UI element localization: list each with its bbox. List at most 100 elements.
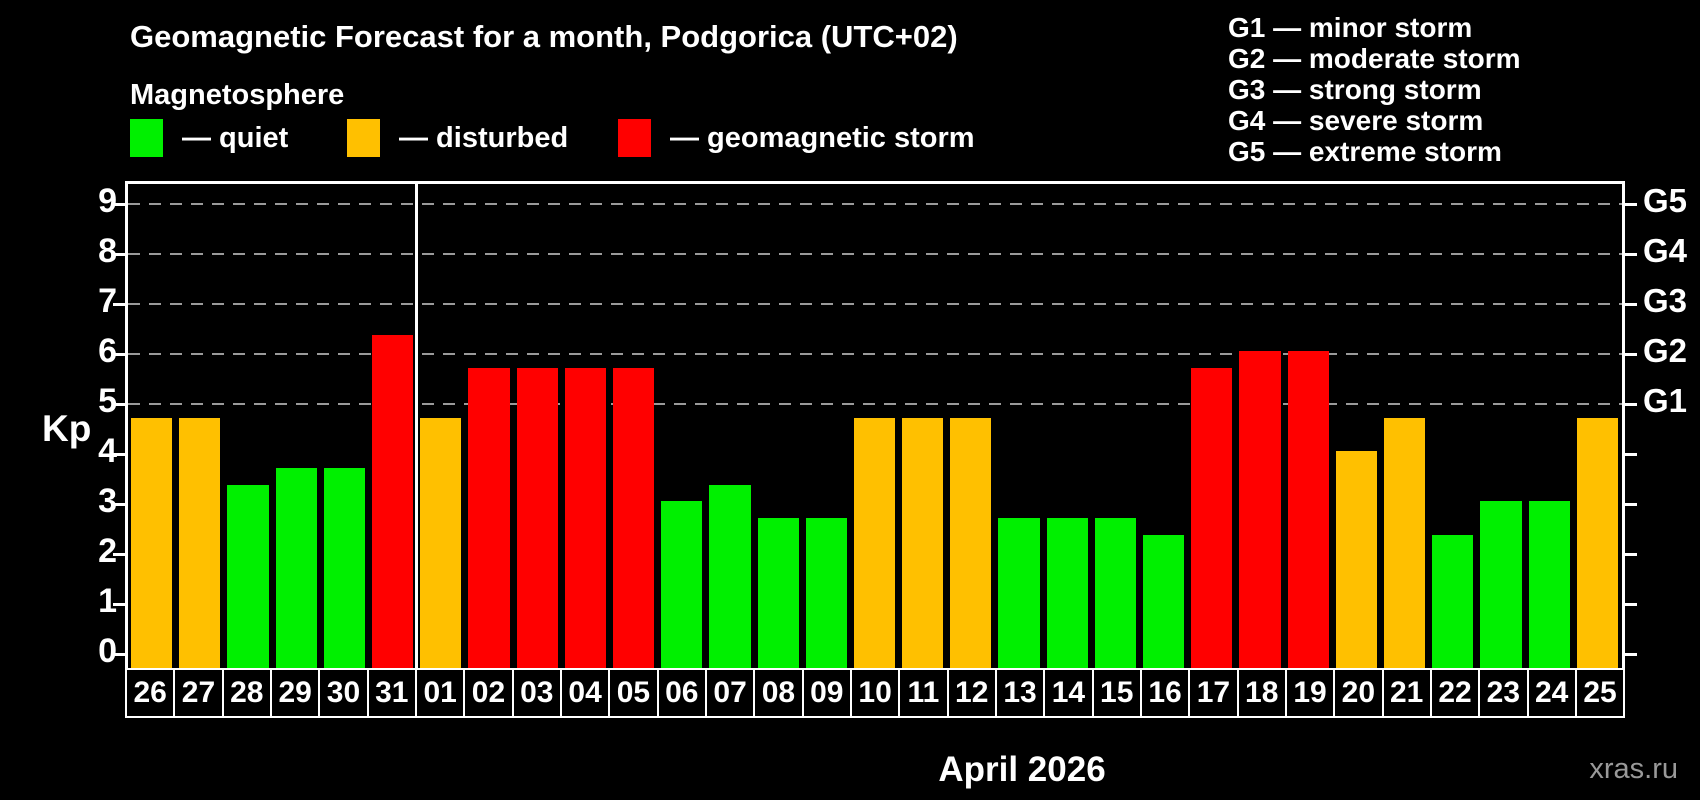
- bar-day-12: [950, 417, 992, 668]
- bar-day-03: [516, 367, 558, 668]
- bar-day-06: [661, 501, 703, 668]
- right-tick-0: [1625, 652, 1637, 656]
- bar-day-13: [998, 517, 1040, 668]
- date-label-17: 17: [1190, 670, 1239, 716]
- y-tick-label-2: 2: [98, 532, 117, 570]
- bar-day-19: [1287, 351, 1329, 668]
- x-axis-title: April 2026: [938, 750, 1106, 789]
- g2-legend-line: G2 — moderate storm: [1228, 43, 1521, 74]
- legend-item-storm: — geomagnetic storm: [618, 118, 975, 158]
- y-tick-7: [113, 302, 125, 306]
- bar-day-16: [1143, 534, 1185, 668]
- right-tick-5: [1625, 402, 1637, 406]
- storm-color-swatch: [618, 119, 651, 157]
- bar-day-20: [1335, 451, 1378, 668]
- date-label-16: 16: [1142, 670, 1191, 716]
- date-label-25: 25: [1583, 676, 1617, 709]
- bar-day-25: [1576, 417, 1618, 668]
- bar-day-29: [275, 467, 317, 668]
- bar-day-17: [1191, 367, 1233, 668]
- magnetosphere-subtitle: Magnetosphere: [130, 79, 345, 111]
- y-tick-label-4: 4: [98, 432, 117, 470]
- bar-day-28: [227, 484, 269, 668]
- gridline-kp8: [128, 253, 1622, 255]
- date-label-24: 24: [1529, 670, 1577, 716]
- bar-day-04: [564, 367, 606, 668]
- g-scale-legend: G1 — minor storm G2 — moderate storm G3 …: [1228, 12, 1521, 167]
- right-tick-6: [1625, 352, 1637, 356]
- bar-day-07: [709, 484, 751, 668]
- right-tick-4: [1625, 452, 1637, 456]
- y-tick-label-8: 8: [98, 232, 117, 270]
- y-tick-3: [113, 502, 125, 506]
- bar-day-01: [420, 417, 462, 668]
- date-label-22: 22: [1432, 670, 1481, 716]
- g1-legend-line: G1 — minor storm: [1228, 12, 1473, 43]
- date-label-11: 11: [900, 670, 949, 716]
- bar-day-05: [612, 367, 655, 668]
- gridline-kp7: [128, 303, 1622, 305]
- bar-day-23: [1480, 501, 1522, 668]
- date-label-28: 28: [224, 670, 272, 716]
- date-label-06: 06: [659, 670, 707, 716]
- y-tick-9: [113, 202, 125, 206]
- date-label-12: 12: [949, 670, 997, 716]
- y-tick-label-6: 6: [98, 332, 117, 370]
- g-label-g3: G3: [1643, 282, 1688, 319]
- gridline-kp6: [128, 353, 1622, 355]
- quiet-color-swatch: [130, 119, 163, 157]
- g-label-g4: G4: [1643, 232, 1688, 269]
- y-axis-title: Kp: [42, 408, 92, 449]
- legend-item-quiet: — quiet: [130, 118, 288, 158]
- g5-legend-line: G5 — extreme storm: [1228, 136, 1502, 167]
- date-label-14: 14: [1045, 670, 1094, 716]
- legend-label-disturbed: — disturbed: [399, 121, 569, 154]
- g-label-g2: G2: [1643, 332, 1688, 369]
- bar-day-08: [757, 517, 799, 668]
- legend-label-storm: — geomagnetic storm: [670, 121, 975, 154]
- page-title: Geomagnetic Forecast for a month, Podgor…: [130, 19, 958, 54]
- bar-day-11: [902, 417, 944, 668]
- bar-day-10: [853, 417, 896, 668]
- date-label-31: 31: [369, 670, 417, 716]
- watermark: xras.ru: [1589, 753, 1678, 785]
- bar-day-21: [1384, 417, 1426, 668]
- bar-day-30: [323, 467, 365, 668]
- disturbed-color-swatch: [347, 119, 380, 157]
- y-tick-1: [113, 602, 125, 606]
- date-axis-row: 26 27 28 29 30 31 01 02 03 04 05 06 07 08 09 10 11 12 13 14…: [125, 668, 1625, 718]
- date-label-15: 15: [1094, 670, 1142, 716]
- gridline-kp9: [128, 203, 1622, 205]
- y-tick-8: [113, 252, 125, 256]
- y-tick-4: [113, 452, 125, 456]
- legend-item-disturbed: — disturbed: [347, 118, 568, 158]
- y-tick-label-1: 1: [98, 582, 117, 620]
- y-tick-0: [113, 652, 125, 656]
- bar-day-09: [805, 517, 847, 668]
- date-label-13: 13: [997, 670, 1046, 716]
- date-label-29: 29: [272, 670, 321, 716]
- g-label-g5: G5: [1643, 182, 1688, 219]
- right-tick-1: [1625, 602, 1637, 606]
- date-label-27: 27: [175, 670, 224, 716]
- y-tick-label-9: 9: [98, 182, 117, 220]
- date-label-09: 09: [804, 670, 852, 716]
- bar-day-14: [1046, 517, 1088, 668]
- bar-day-02: [468, 367, 510, 668]
- g-label-g1: G1: [1643, 382, 1688, 419]
- date-label-30: 30: [320, 670, 369, 716]
- y-tick-5: [113, 402, 125, 406]
- date-label-05: 05: [610, 670, 659, 716]
- right-tick-2: [1625, 552, 1637, 556]
- y-tick-6: [113, 352, 125, 356]
- y-tick-label-3: 3: [98, 482, 117, 520]
- date-label-02: 02: [465, 670, 514, 716]
- right-tick-9: [1625, 202, 1637, 206]
- date-label-21: 21: [1384, 670, 1432, 716]
- date-label-08: 08: [755, 670, 804, 716]
- date-label-23: 23: [1480, 670, 1529, 716]
- date-label-01: 01: [417, 670, 466, 716]
- bar-day-18: [1239, 351, 1281, 668]
- bar-day-31: [371, 334, 414, 668]
- plot-area: [113, 181, 1637, 668]
